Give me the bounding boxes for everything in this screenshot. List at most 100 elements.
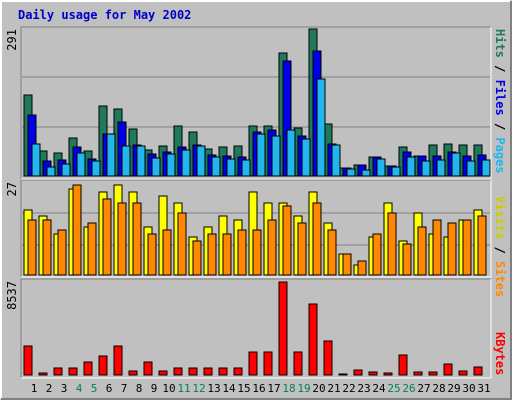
pages-bar — [256, 133, 266, 177]
sites-bar — [417, 226, 427, 276]
sites-bar — [207, 233, 217, 276]
sites-bar — [162, 229, 172, 276]
day-label: 25 — [387, 382, 400, 395]
kbytes-bar — [278, 281, 288, 376]
kbytes-bar — [413, 371, 423, 376]
sites-bar — [252, 229, 262, 276]
legend-files: Files — [493, 80, 507, 116]
pages-bar — [451, 152, 461, 177]
legend-sep-2: / — [493, 58, 507, 80]
kbytes-bar — [38, 372, 48, 376]
pages-bar — [466, 160, 476, 177]
day-label: 12 — [192, 382, 205, 395]
pages-bar — [406, 156, 416, 177]
hits-panel-edge-dark — [20, 26, 491, 179]
day-label: 20 — [312, 382, 325, 395]
legend-sep-1: / — [493, 116, 507, 138]
pages-bar — [346, 168, 356, 177]
day-label: 19 — [297, 382, 310, 395]
day-label: 18 — [282, 382, 295, 395]
legend-kbytes: KBytes — [493, 332, 507, 375]
day-label: 15 — [237, 382, 250, 395]
kbytes-bar — [233, 367, 243, 376]
sites-bar — [297, 222, 307, 276]
sites-bar — [267, 219, 277, 276]
kbytes-bar — [458, 370, 468, 376]
day-label: 16 — [252, 382, 265, 395]
pages-bar — [211, 156, 221, 177]
sites-bar — [357, 260, 367, 276]
sites-bar — [222, 233, 232, 276]
kbytes-bar — [218, 367, 228, 376]
day-label: 14 — [222, 382, 236, 395]
day-label: 24 — [372, 382, 386, 395]
visits-panel-legend: Visits / Sites — [493, 196, 507, 297]
sites-bar — [312, 202, 322, 276]
day-label: 23 — [357, 382, 370, 395]
kbytes-bar — [248, 351, 258, 376]
kbytes-panel-ymax-label: 8537 — [5, 281, 19, 310]
kbytes-bar — [293, 351, 303, 376]
sites-bar — [372, 233, 382, 276]
kbytes-bar — [128, 370, 138, 376]
day-label: 9 — [151, 382, 158, 395]
day-label: 10 — [162, 382, 175, 395]
hits-panel-edge-light — [21, 27, 492, 180]
day-label: 4 — [76, 382, 83, 395]
sites-bar — [237, 229, 247, 276]
pages-bar — [46, 166, 56, 177]
day-label: 2 — [46, 382, 53, 395]
sites-bar — [72, 184, 82, 276]
day-label: 7 — [121, 382, 128, 395]
day-label: 3 — [61, 382, 68, 395]
sites-bar — [282, 205, 292, 276]
chart-title: Daily usage for May 2002 — [18, 8, 191, 22]
kbytes-bar — [158, 370, 168, 376]
day-labels: 1 2 3 4 5 6 7 8 9 10 11 12 13 14 15 16 17 18 19 20 21 22 23 24 2… — [31, 382, 491, 395]
sites-bar — [327, 229, 337, 276]
day-label: 6 — [106, 382, 113, 395]
day-label: 22 — [342, 382, 355, 395]
pages-bar — [166, 153, 176, 177]
day-label: 5 — [91, 382, 98, 395]
day-label: 29 — [447, 382, 460, 395]
pages-bar — [301, 138, 311, 177]
sites-bar — [147, 233, 157, 276]
pages-bar — [61, 163, 71, 177]
pages-bar — [91, 160, 101, 177]
kbytes-panel-edge-dark — [20, 278, 491, 378]
bars — [23, 28, 491, 376]
pages-bar — [181, 149, 191, 177]
pages-bar — [106, 133, 116, 177]
day-label: 21 — [327, 382, 340, 395]
legend-hits: Hits — [493, 29, 507, 58]
day-label: 11 — [177, 382, 190, 395]
pages-bar — [151, 157, 161, 177]
kbytes-bar — [143, 361, 153, 376]
kbytes-bar — [353, 369, 363, 376]
day-label: 17 — [267, 382, 280, 395]
kbytes-bar — [383, 372, 393, 376]
pages-bar — [286, 129, 296, 177]
kbytes-bar — [23, 345, 33, 376]
sites-bar — [447, 222, 457, 276]
sites-bar — [462, 219, 472, 276]
legend-pages: Pages — [493, 137, 507, 173]
sites-bar — [177, 212, 187, 276]
sites-bar — [132, 202, 142, 276]
kbytes-bar — [368, 371, 378, 376]
sites-bar — [87, 222, 97, 276]
day-label: 31 — [477, 382, 490, 395]
pages-bar — [271, 135, 281, 177]
kbytes-bar — [428, 371, 438, 376]
pages-bar — [421, 160, 431, 177]
sites-bar — [387, 212, 397, 276]
kbytes-bar — [338, 373, 348, 376]
kbytes-bar — [323, 340, 333, 376]
pages-bar — [361, 169, 371, 177]
pages-bar — [241, 159, 251, 177]
legend-visits: Visits — [493, 196, 507, 239]
day-label: 27 — [417, 382, 430, 395]
